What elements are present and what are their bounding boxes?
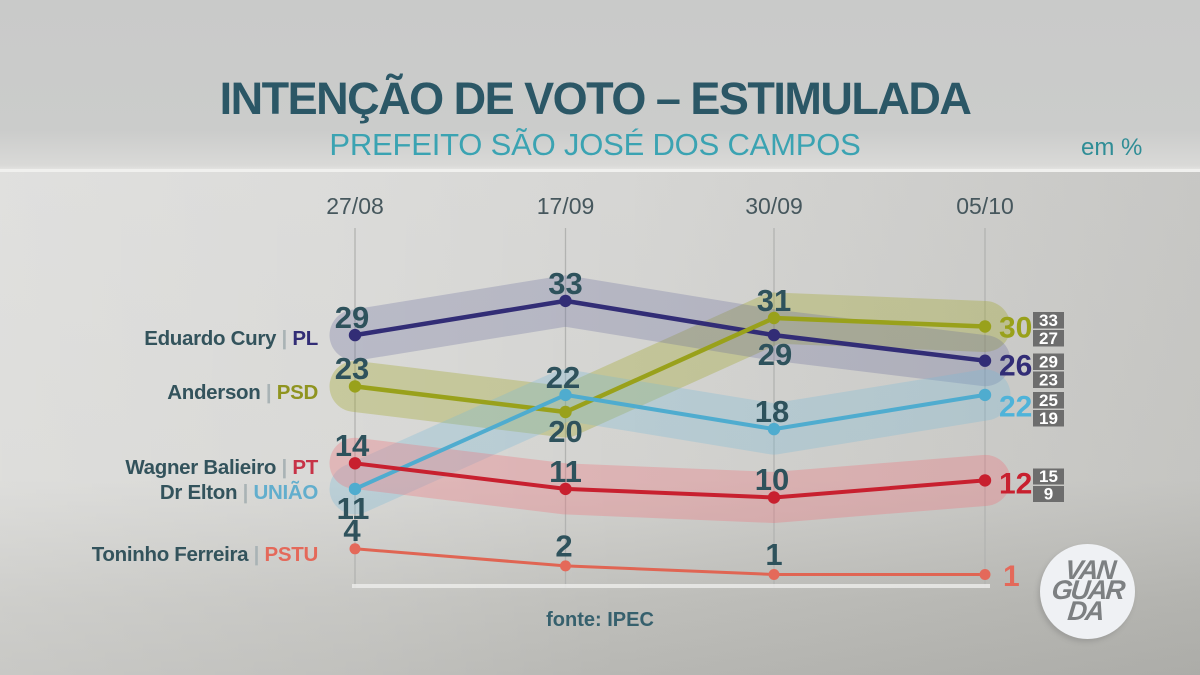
svg-text:30/09: 30/09 bbox=[745, 193, 803, 219]
svg-text:29: 29 bbox=[335, 300, 369, 335]
svg-text:29: 29 bbox=[758, 337, 792, 372]
svg-text:Toninho Ferreira | PSTU: Toninho Ferreira | PSTU bbox=[92, 543, 318, 566]
svg-text:33: 33 bbox=[1039, 311, 1058, 330]
svg-text:10: 10 bbox=[755, 462, 789, 497]
svg-text:11: 11 bbox=[549, 454, 582, 489]
svg-text:Wagner Balieiro | PT: Wagner Balieiro | PT bbox=[125, 456, 318, 479]
svg-text:14: 14 bbox=[335, 428, 370, 463]
svg-text:9: 9 bbox=[1044, 485, 1053, 504]
svg-text:27: 27 bbox=[1039, 329, 1058, 348]
svg-text:20: 20 bbox=[548, 414, 582, 449]
svg-text:19: 19 bbox=[1039, 409, 1058, 428]
svg-text:18: 18 bbox=[755, 394, 789, 429]
svg-text:1: 1 bbox=[765, 537, 782, 572]
svg-text:23: 23 bbox=[1039, 371, 1058, 390]
svg-text:05/10: 05/10 bbox=[956, 193, 1014, 219]
svg-text:33: 33 bbox=[548, 266, 582, 301]
svg-text:1: 1 bbox=[1003, 560, 1020, 593]
svg-text:12: 12 bbox=[999, 468, 1032, 501]
svg-text:Anderson | PSD: Anderson | PSD bbox=[167, 381, 318, 404]
svg-text:22: 22 bbox=[999, 391, 1032, 424]
svg-text:23: 23 bbox=[335, 351, 369, 386]
svg-text:31: 31 bbox=[757, 283, 791, 318]
svg-text:11: 11 bbox=[337, 491, 370, 526]
svg-text:4: 4 bbox=[343, 513, 361, 548]
svg-text:29: 29 bbox=[1039, 353, 1058, 372]
svg-text:17/09: 17/09 bbox=[537, 193, 595, 219]
svg-text:Eduardo Cury | PL: Eduardo Cury | PL bbox=[144, 327, 318, 350]
svg-text:22: 22 bbox=[546, 360, 580, 395]
svg-text:Dr Elton | UNIÃO: Dr Elton | UNIÃO bbox=[160, 481, 318, 504]
svg-text:26: 26 bbox=[999, 350, 1032, 383]
svg-text:2: 2 bbox=[555, 529, 572, 564]
svg-text:15: 15 bbox=[1039, 467, 1058, 486]
svg-text:30: 30 bbox=[999, 312, 1032, 345]
svg-text:27/08: 27/08 bbox=[326, 193, 384, 219]
svg-text:25: 25 bbox=[1039, 391, 1058, 410]
